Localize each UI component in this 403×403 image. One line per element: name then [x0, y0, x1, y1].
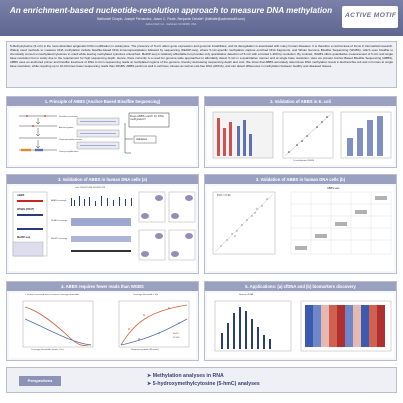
track-label: WGBS coverage — [51, 220, 68, 222]
question-text: Does ABBS enrich for DNA methylation? — [130, 114, 164, 122]
legend-abbs: ABBS — [173, 333, 179, 335]
panel-applications: 5. Applications: (a) cfDNA and (b) bioma… — [204, 281, 397, 361]
panel-figure: Does ABBS enrich for DNA methylation? Va… — [9, 108, 196, 165]
panel-title: 3. Validation of ABBS in human DNA cells… — [205, 175, 396, 184]
author-list: Nathaniel Chapin, Joseph Fernandez, Jaso… — [97, 17, 245, 21]
panel-figure: Human cfDNA — [207, 293, 394, 358]
panel-human-validation-a: 3. Validation of ABBS in human DNA cells… — [6, 174, 199, 274]
panel-figure: % methylation WGBS — [207, 108, 394, 165]
panel-title: 2. Validation of ABBS in E. coli — [205, 97, 396, 106]
perspective-item-text: 5-hydroxymethylcytosine (5-hmC) analyses — [152, 381, 260, 387]
left-x-label: Coverage thresholds (reads, 10x) — [31, 349, 64, 351]
panel-sublabel: ABBS sets — [327, 187, 340, 190]
poster-title: An enrichment-based nucleotide-resolutio… — [9, 6, 333, 15]
step-label: Oligonucleotide priming — [59, 139, 82, 141]
validation-label: Validation — [136, 137, 148, 141]
perspectives-list: ➤ Methylation analyses in RNA ➤ 5-hydrox… — [147, 372, 260, 388]
logo-text: ACTIVE MOTIF — [345, 12, 397, 19]
panel-title: 1. Principle of ABBS (Anchor-Based Bisul… — [7, 97, 198, 106]
x-axis-label: % methylation WGBS — [293, 160, 315, 162]
step-label: Bisulfite conversion — [59, 116, 78, 118]
wgbs-label: WGBS (FRAT) — [17, 208, 35, 211]
panel-human-validation-b: 3. Validation of ABBS in human DNA cells… — [204, 174, 397, 274]
panel-principle: 1. Principle of ABBS (Anchor-Based Bisul… — [6, 96, 199, 168]
panel-title: 5. Applications: (a) cfDNA and (b) bioma… — [205, 282, 396, 291]
poster-header: An enrichment-based nucleotide-resolutio… — [0, 0, 403, 36]
ecoli-figure — [212, 111, 392, 159]
medip-label: MeDIP-seq — [17, 236, 31, 239]
genome-browser-figure — [12, 191, 196, 261]
perspective-item: ➤ Methylation analyses in RNA — [147, 373, 224, 379]
company-logo: ACTIVE MOTIF — [342, 6, 398, 28]
left-chart-title: # of total, increased ratio of various c… — [25, 294, 80, 296]
locus-label: chr1:169,847,068-169,895,798 — [75, 187, 105, 189]
correlation-value: PCC = 0.94 — [217, 194, 231, 197]
right-chart-title: Coverage threshold = 10x — [133, 294, 159, 296]
perspective-item-text: Methylation analyses in RNA — [152, 373, 224, 379]
subtitle-label: Human cfDNA — [239, 294, 253, 296]
applications-figure — [214, 300, 392, 352]
step-label: Anchor ligation — [59, 127, 74, 129]
legend-wgbs: WGBS — [173, 337, 180, 339]
track-label: ABBS coverage — [51, 200, 67, 202]
perspectives-box: Perspectives ➤ Methylation analyses in R… — [6, 367, 397, 393]
affiliation: Active Motif, Inc., Carlsbad, CA 92008, … — [145, 23, 197, 26]
abstract-text: 5-Methylcytosine (5-mC) is the most abun… — [10, 44, 393, 69]
principle-diagram — [19, 112, 170, 154]
abbs-label: ABBS — [17, 194, 25, 197]
correlation-figure — [212, 191, 392, 255]
step-label: Library amplification — [59, 151, 79, 153]
abstract-box: 5-Methylcytosine (5-mC) is the most abun… — [6, 41, 397, 88]
panel-title: 3. Validation of ABBS in human DNA cells… — [7, 175, 198, 184]
perspectives-label: Perspectives — [19, 376, 61, 386]
panel-figure: # of total, increased ratio of various c… — [9, 293, 196, 358]
panel-title: 4. ABBS requires fewer reads than WGBS — [7, 282, 198, 291]
read-depth-figure — [22, 300, 190, 348]
panel-ecoli-validation: 2. Validation of ABBS in E. coli % methy… — [204, 96, 397, 168]
track-label: MeDIP coverage — [51, 238, 68, 240]
perspective-item: ➤ 5-hydroxymethylcytosine (5-hmC) analys… — [147, 381, 260, 387]
panel-figure: chr1:169,847,068-169,895,798 ABBS WGBS (… — [9, 186, 196, 271]
right-x-label: Sequencing depth (M reads) — [131, 349, 159, 351]
panel-figure: PCC = 0.94 ABBS sets — [207, 186, 394, 271]
panel-read-depth: 4. ABBS requires fewer reads than WGBS #… — [6, 281, 199, 361]
